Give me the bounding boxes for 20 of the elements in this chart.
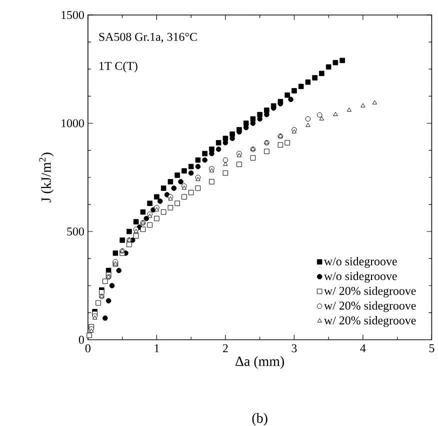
- x-tick-label: 2: [222, 344, 228, 352]
- legend-label: w/o sidegroove: [324, 257, 397, 268]
- text: (b): [252, 413, 268, 426]
- legend-label: w/o sidegroove: [324, 272, 397, 283]
- y-tick-label: 500: [67, 228, 84, 236]
- y-tick-label: 1000: [62, 119, 84, 128]
- x-tick-label: 0: [85, 344, 90, 352]
- x-tick-label: 1: [154, 344, 159, 352]
- y-tick-label: 0: [78, 336, 84, 344]
- x-axis-title: Δa (mm): [236, 356, 284, 369]
- x-tick-label: 5: [429, 344, 434, 352]
- y-tick-label: 1500: [62, 11, 84, 20]
- x-tick-label: 4: [360, 344, 366, 352]
- x-tick-label: 3: [292, 344, 297, 352]
- legend-label: w/ 20% sidegroove: [324, 301, 416, 312]
- y-axis-title: J (kJ/m$^{2}$): [39, 152, 54, 203]
- legend-label: w/ 20% sidegroove: [324, 286, 416, 298]
- annotation: 1T C(T): [100, 62, 138, 73]
- legend-label: w/ 20% sidegroove: [324, 316, 416, 328]
- annotation: SA508 Gr.1a, 316°C: [99, 32, 197, 43]
